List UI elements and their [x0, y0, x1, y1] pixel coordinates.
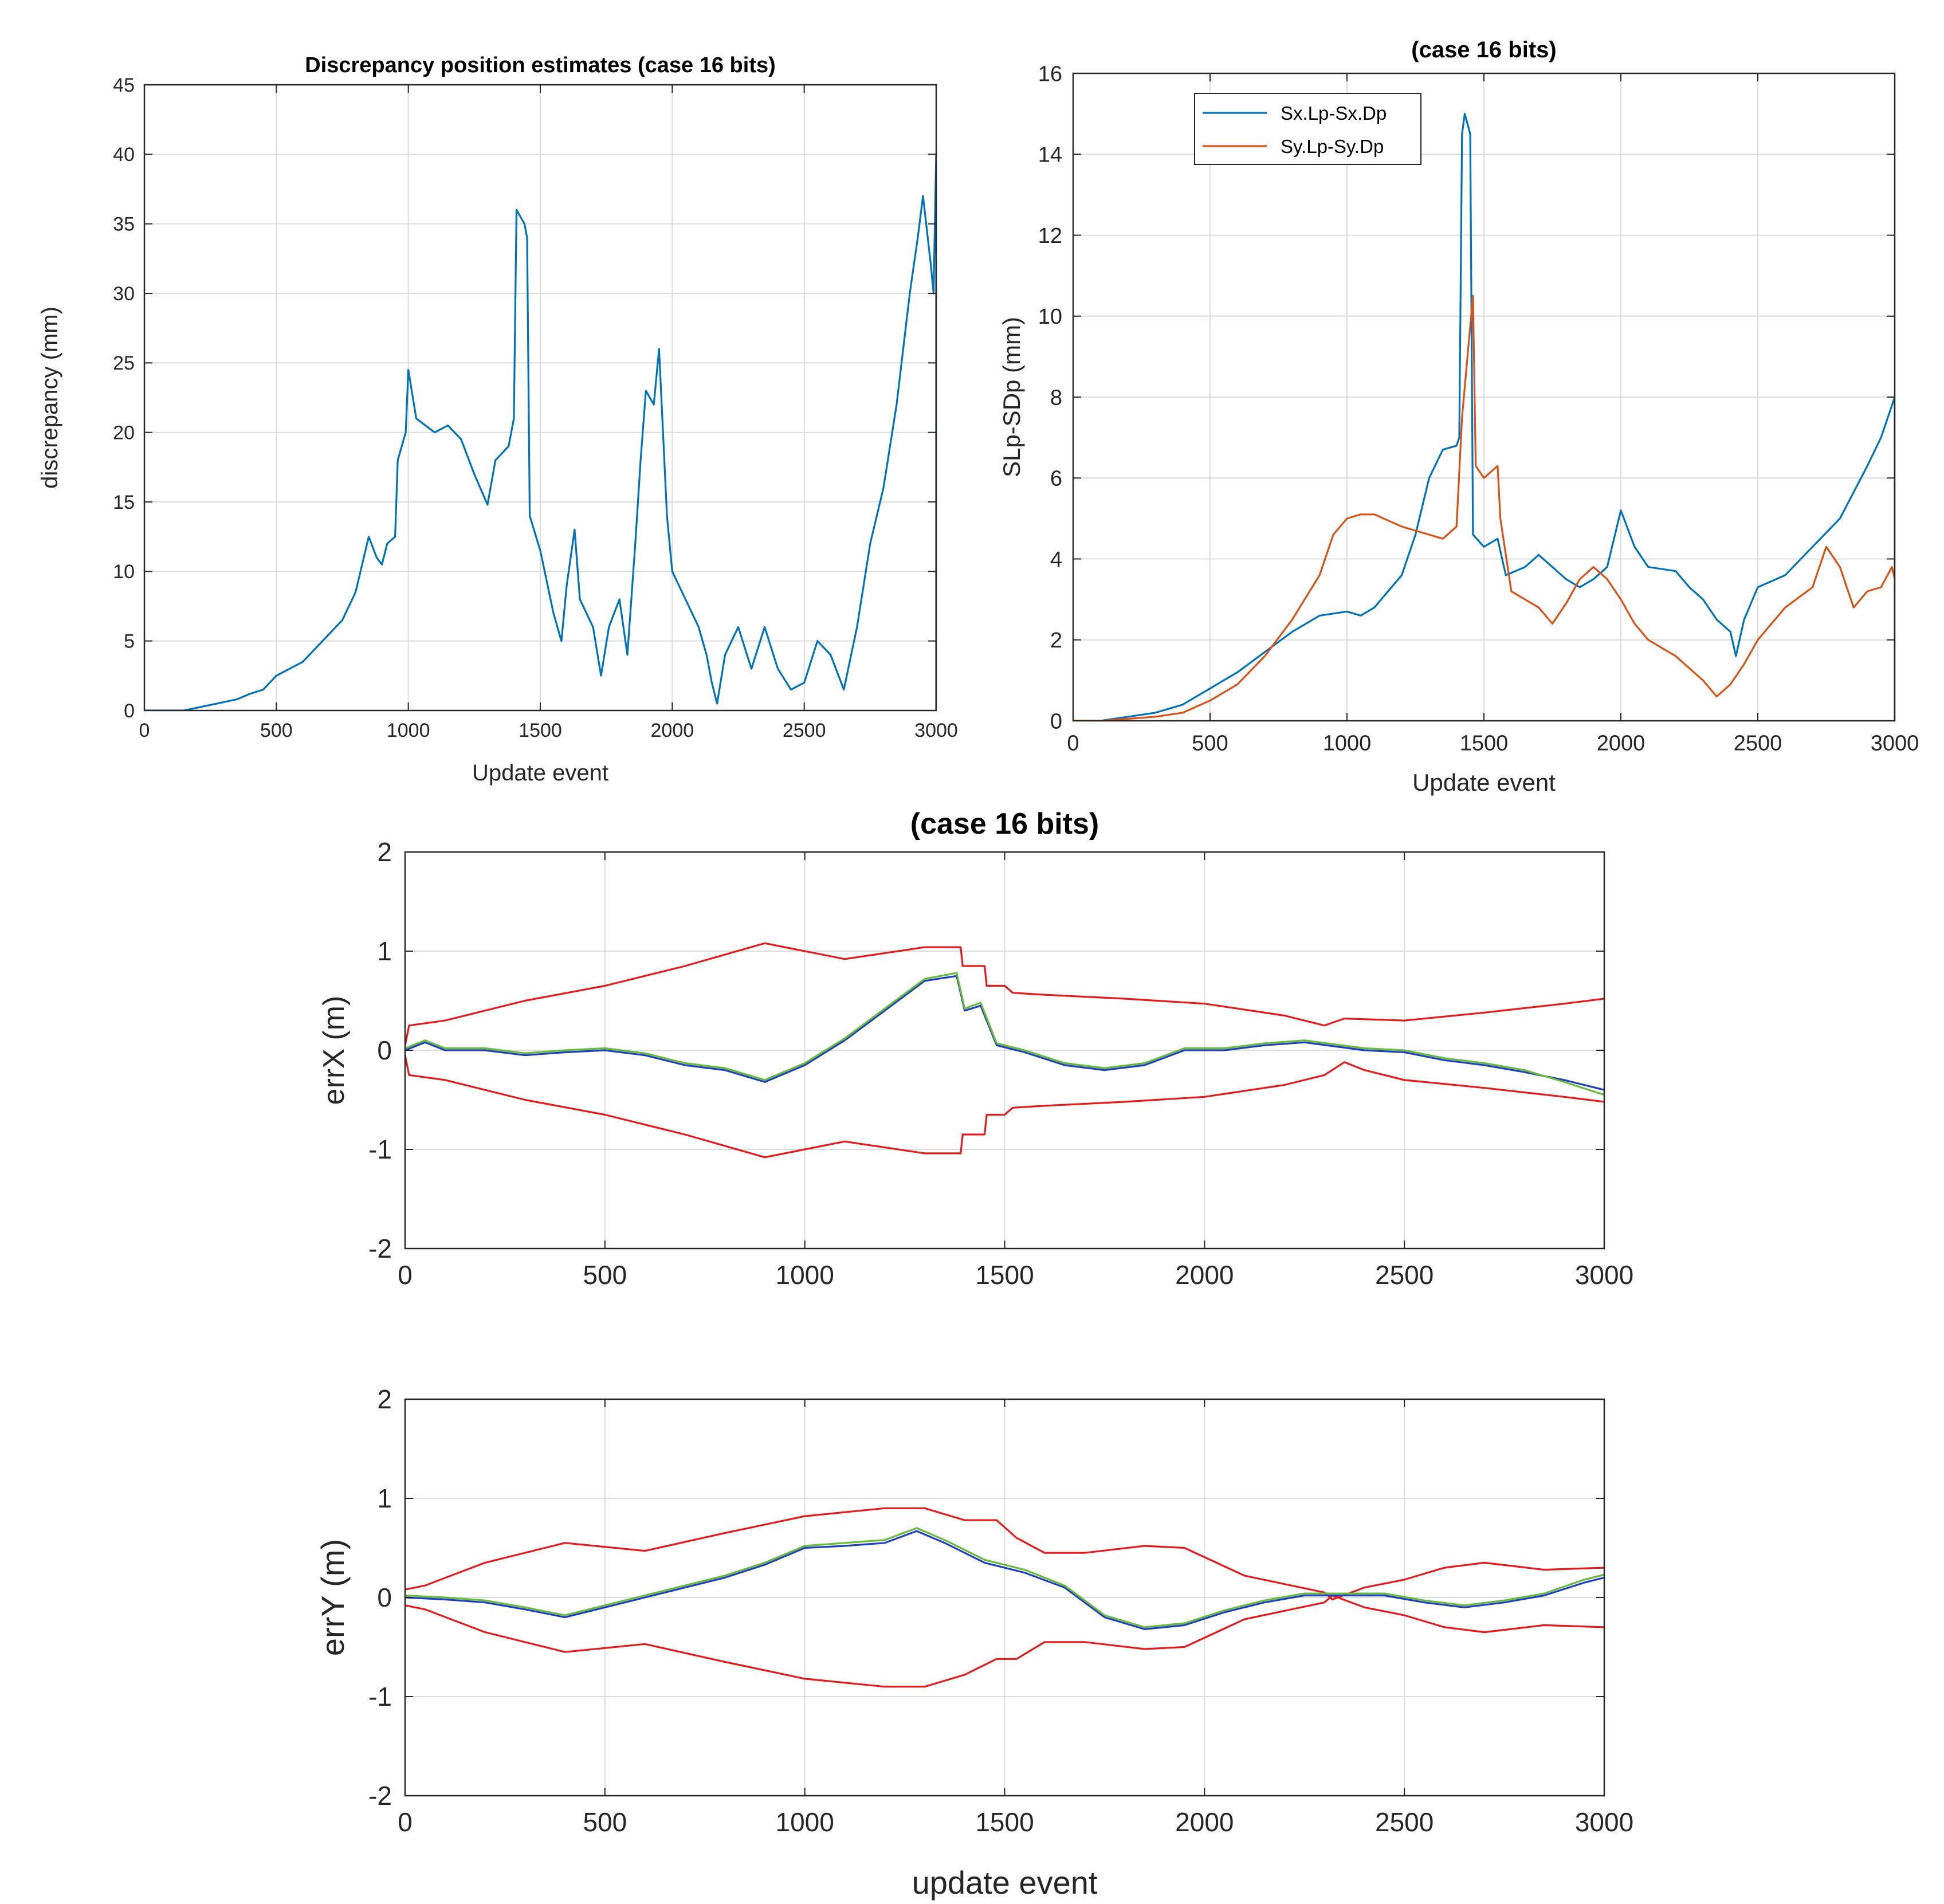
legend: Sx.Lp-Sx.Dp Sy.Lp-Sy.Dp — [1194, 93, 1421, 165]
y-tick-label: 0 — [377, 1035, 392, 1065]
y-tick-label: 2 — [1050, 629, 1062, 653]
legend-label: Sx.Lp-Sx.Dp — [1281, 103, 1387, 124]
chart-p3: 0 500 1000 1500 2000 2500 3000 -2 -1 0 1 2 (case 16 … — [317, 807, 1633, 1290]
x-tick-label: 0 — [398, 1807, 413, 1837]
x-tick-label: 1000 — [1323, 731, 1372, 755]
x-tick-label: 3000 — [914, 720, 958, 741]
y-tick-label: -1 — [368, 1134, 392, 1164]
y-tick-label: 10 — [113, 561, 135, 583]
x-tick-label: 2000 — [1175, 1807, 1234, 1837]
y-tick-label: 40 — [113, 144, 135, 166]
x-tick-label: 1500 — [1460, 731, 1509, 755]
y-axis-label: discrepancy (mm) — [37, 307, 62, 489]
y-tick-label: 5 — [124, 631, 135, 653]
x-tick-label: 1000 — [775, 1807, 834, 1837]
chart-title: Discrepancy position estimates (case 16 … — [305, 53, 776, 77]
y-tick-label: 4 — [1050, 548, 1062, 572]
y-tick-label: 8 — [1050, 386, 1062, 410]
x-tick-label: 2000 — [1597, 731, 1645, 755]
x-axis-label: Update event — [1412, 769, 1556, 796]
x-tick-label: 2000 — [1175, 1260, 1234, 1290]
y-tick-label: 45 — [113, 74, 135, 96]
chart-p2: 0 500 1000 1500 2000 2500 3000 0 2 4 6 8 10 12 14 16 (ca… — [998, 37, 1919, 796]
y-tick-label: 12 — [1038, 224, 1062, 248]
x-tick-label: 2500 — [1734, 731, 1782, 755]
x-tick-label: 2500 — [783, 720, 826, 741]
y-tick-label: 2 — [377, 1384, 392, 1414]
x-tick-label: 0 — [398, 1260, 413, 1290]
x-axis-label: Update event — [472, 760, 608, 786]
y-tick-label: 1 — [377, 1483, 392, 1513]
y-tick-label: 10 — [1038, 305, 1062, 329]
y-axis-label: errY (m) — [315, 1539, 351, 1656]
x-tick-label: 1000 — [387, 720, 430, 741]
x-tick-label: 0 — [1067, 731, 1079, 755]
y-tick-label: 1 — [377, 936, 392, 966]
y-axis-label: errX (m) — [317, 996, 351, 1105]
y-tick-label: 25 — [113, 352, 135, 374]
series-line-p2-0 — [1073, 113, 1895, 721]
y-tick-label: 16 — [1038, 62, 1062, 86]
x-tick-label: 500 — [1192, 731, 1228, 755]
x-tick-label: 2500 — [1375, 1807, 1434, 1837]
y-tick-label: 0 — [377, 1583, 392, 1612]
y-tick-label: 30 — [113, 283, 135, 305]
x-axis-label: update event — [912, 1864, 1098, 1901]
legend-label: Sy.Lp-Sy.Dp — [1281, 136, 1384, 157]
x-tick-label: 500 — [583, 1807, 627, 1837]
y-axis-label: SLp-SDp (mm) — [998, 317, 1025, 477]
y-tick-label: 0 — [1050, 709, 1062, 733]
x-tick-label: 2000 — [651, 720, 694, 741]
x-tick-label: 3000 — [1575, 1807, 1633, 1837]
x-tick-label: 2500 — [1375, 1260, 1434, 1290]
series-line-p3-3 — [405, 972, 1604, 1096]
y-tick-label: 35 — [113, 214, 135, 235]
x-tick-label: 500 — [260, 720, 293, 741]
series-line-p4-1 — [405, 1594, 1604, 1688]
y-tick-label: -1 — [368, 1682, 392, 1711]
y-tick-label: 15 — [113, 492, 135, 513]
chart-title: (case 16 bits) — [1411, 37, 1556, 62]
y-tick-label: 6 — [1050, 467, 1062, 491]
chart-title: (case 16 bits) — [910, 807, 1099, 841]
x-tick-label: 3000 — [1871, 731, 1919, 755]
y-tick-label: 2 — [377, 837, 392, 867]
series-line-p3-2 — [405, 975, 1604, 1091]
x-tick-label: 3000 — [1575, 1260, 1633, 1290]
chart-p1: 0 500 1000 1500 2000 2500 3000 0 5 10 15 20 25 30 35 40… — [37, 53, 958, 786]
series-line-p4-2 — [405, 1530, 1604, 1630]
series-line-p4-3 — [405, 1527, 1604, 1628]
y-tick-label: 20 — [113, 422, 135, 444]
x-tick-label: 1500 — [975, 1260, 1034, 1290]
x-tick-label: 1500 — [975, 1807, 1034, 1837]
x-tick-label: 1000 — [775, 1260, 834, 1290]
series-line-p3-1 — [405, 1055, 1604, 1159]
y-tick-label: 0 — [124, 700, 135, 722]
series-line-p3-0 — [405, 942, 1604, 1046]
series-line-p2-1 — [1073, 295, 1895, 721]
x-tick-label: 500 — [583, 1260, 627, 1290]
x-tick-label: 1500 — [519, 720, 562, 741]
x-tick-label: 0 — [139, 720, 150, 741]
legend-box — [1194, 93, 1421, 165]
y-tick-label: 14 — [1038, 143, 1062, 167]
y-tick-label: -2 — [368, 1234, 392, 1263]
series-line-p4-0 — [405, 1507, 1604, 1601]
series-line-p1-0 — [144, 153, 936, 710]
chart-p4: 0 500 1000 1500 2000 2500 3000 -2 -1 0 1 2 update ev… — [315, 1384, 1633, 1901]
y-tick-label: -2 — [368, 1781, 392, 1811]
